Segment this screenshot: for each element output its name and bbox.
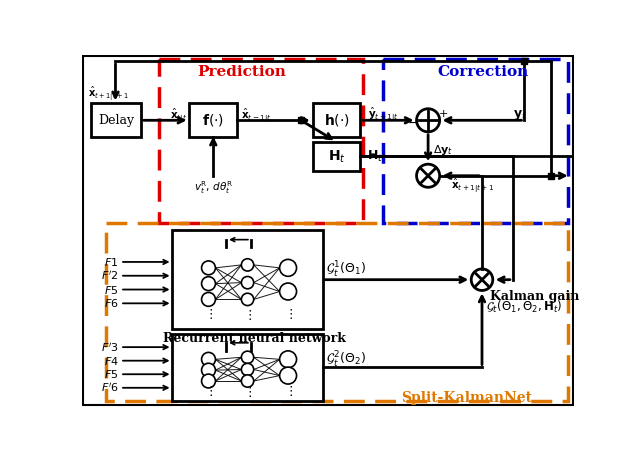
Text: $\vdots$: $\vdots$ (284, 307, 292, 321)
Text: $\vdots$: $\vdots$ (243, 385, 252, 399)
Text: Delay: Delay (98, 114, 134, 127)
Text: $F'2$: $F'2$ (101, 269, 118, 282)
Text: $F6$: $F6$ (104, 298, 118, 309)
Circle shape (280, 260, 296, 276)
Text: $\hat{\mathbf{x}}_{t|t}$: $\hat{\mathbf{x}}_{t|t}$ (170, 107, 188, 125)
Text: $\hat{\mathbf{x}}_{t-1|t}$: $\hat{\mathbf{x}}_{t-1|t}$ (241, 107, 271, 125)
Circle shape (202, 292, 216, 306)
Bar (106, 223, 568, 401)
Text: $\vdots$: $\vdots$ (243, 308, 252, 322)
Bar (189, 103, 237, 137)
Text: $\mathcal{G}_t^1(\Theta_1)$: $\mathcal{G}_t^1(\Theta_1)$ (326, 260, 365, 281)
Text: $\mathbf{y}_t$: $\mathbf{y}_t$ (513, 108, 527, 122)
Text: $\Delta\mathbf{y}_t$: $\Delta\mathbf{y}_t$ (433, 143, 453, 157)
Circle shape (241, 293, 253, 306)
Text: $F5$: $F5$ (104, 368, 118, 380)
Text: $+$: $+$ (438, 108, 448, 119)
Text: $F5$: $F5$ (104, 283, 118, 296)
Text: $\vdots$: $\vdots$ (284, 384, 292, 398)
Circle shape (280, 351, 296, 368)
Text: $F4$: $F4$ (104, 355, 118, 367)
Circle shape (202, 261, 216, 275)
Bar (312, 103, 360, 137)
Circle shape (241, 276, 253, 289)
Text: $v_t^{\mathrm{R}},\, d\theta_t^{\mathrm{R}}$: $v_t^{\mathrm{R}},\, d\theta_t^{\mathrm{… (193, 180, 233, 197)
Circle shape (280, 283, 296, 300)
Text: $\hat{\mathbf{x}}_{t+1|t+1}$: $\hat{\mathbf{x}}_{t+1|t+1}$ (451, 177, 495, 195)
Circle shape (241, 375, 253, 387)
Text: $F1$: $F1$ (104, 256, 118, 268)
Text: $F'6$: $F'6$ (100, 381, 118, 394)
Text: $\mathcal{G}_t^2(\Theta_2)$: $\mathcal{G}_t^2(\Theta_2)$ (326, 350, 365, 370)
Bar (91, 103, 141, 137)
Bar (312, 142, 360, 171)
Bar (172, 334, 323, 401)
Circle shape (202, 363, 216, 377)
Text: $\vdots$: $\vdots$ (204, 307, 213, 321)
Text: Kalman gain: Kalman gain (490, 290, 579, 303)
Bar (383, 59, 568, 223)
Text: $\hat{\mathbf{y}}_{t+1|t}$: $\hat{\mathbf{y}}_{t+1|t}$ (368, 106, 399, 124)
Text: Correction: Correction (437, 65, 529, 79)
Circle shape (202, 276, 216, 291)
Text: Recurrent neural network: Recurrent neural network (163, 332, 346, 345)
Circle shape (280, 367, 296, 384)
Circle shape (417, 164, 440, 187)
Text: $-$: $-$ (407, 116, 419, 129)
Circle shape (241, 351, 253, 363)
Circle shape (417, 109, 440, 132)
Circle shape (241, 259, 253, 271)
Text: $\hat{\mathbf{x}}_{t+1|t+1}$: $\hat{\mathbf{x}}_{t+1|t+1}$ (88, 85, 129, 102)
Circle shape (471, 269, 493, 291)
Text: $\mathcal{G}_t(\Theta_1, \Theta_2, \mathbf{H}_t)$: $\mathcal{G}_t(\Theta_1, \Theta_2, \math… (486, 299, 562, 315)
Text: Prediction: Prediction (197, 65, 286, 79)
Circle shape (202, 374, 216, 388)
Text: $\vdots$: $\vdots$ (204, 384, 213, 398)
Circle shape (202, 352, 216, 366)
Bar (172, 230, 323, 329)
Bar (159, 59, 363, 223)
Text: $\mathbf{h}(\cdot)$: $\mathbf{h}(\cdot)$ (324, 112, 349, 128)
Text: Split-KalmanNet: Split-KalmanNet (401, 391, 532, 405)
Text: $\mathbf{H}_t$: $\mathbf{H}_t$ (367, 149, 383, 164)
Text: $F'3$: $F'3$ (101, 340, 118, 354)
Text: $\mathbf{f}(\cdot)$: $\mathbf{f}(\cdot)$ (202, 112, 224, 128)
Text: $\mathbf{H}_t$: $\mathbf{H}_t$ (328, 148, 346, 165)
Circle shape (241, 363, 253, 376)
